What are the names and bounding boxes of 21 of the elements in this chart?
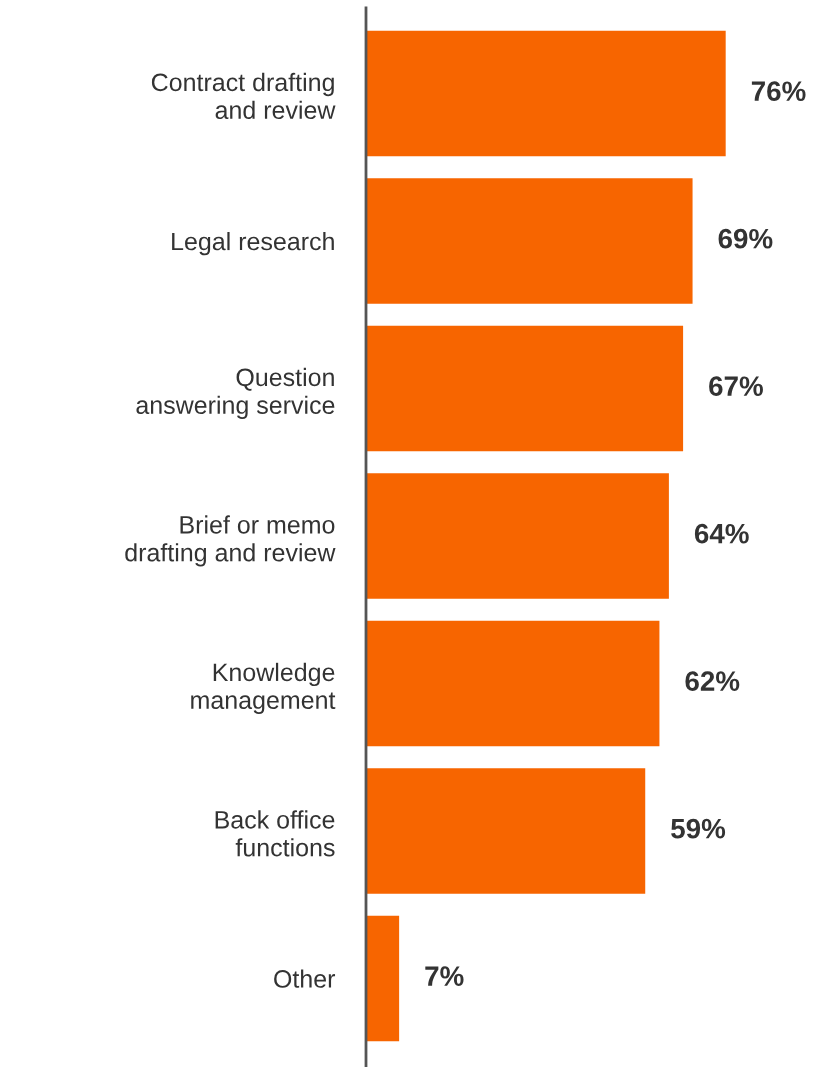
y-tick-label: Other bbox=[274, 969, 336, 988]
bar bbox=[366, 473, 669, 599]
bar bbox=[366, 178, 693, 304]
y-tick-label: Brief or memo drafting and review bbox=[125, 515, 336, 567]
data-label: 64% bbox=[694, 523, 749, 544]
y-tick-label: Back office functions bbox=[215, 810, 335, 857]
bar bbox=[366, 620, 660, 747]
data-label: 69% bbox=[718, 228, 773, 249]
data-label: 62% bbox=[685, 671, 740, 691]
data-label: 67% bbox=[709, 376, 763, 396]
y-tick-label: Knowledge management bbox=[191, 662, 336, 714]
y-tick-label: Legal research bbox=[172, 231, 334, 256]
data-label: 59% bbox=[671, 818, 726, 839]
bar bbox=[366, 325, 684, 452]
bar bbox=[366, 768, 646, 894]
y-tick-label: Contract drafting and review bbox=[151, 72, 336, 120]
bar bbox=[366, 915, 400, 1042]
bar bbox=[366, 30, 726, 157]
y-tick-label: Question answering service bbox=[136, 367, 335, 419]
data-label: 76% bbox=[751, 81, 806, 101]
data-label: 7% bbox=[425, 966, 464, 986]
